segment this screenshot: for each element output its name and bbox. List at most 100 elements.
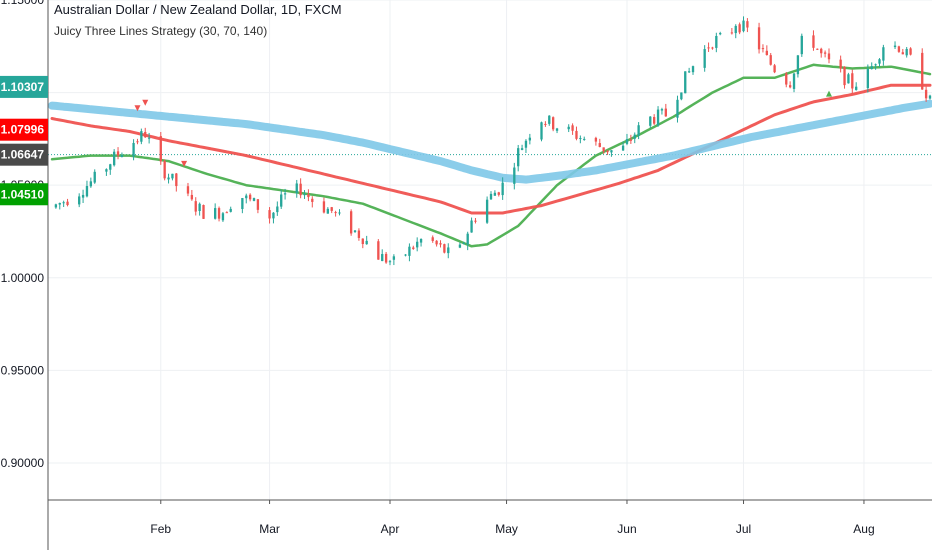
candle-body — [501, 182, 504, 196]
sell-signal-marker — [142, 99, 149, 106]
candle-body — [773, 65, 776, 73]
candle-body — [684, 71, 687, 94]
sell-signal-marker — [181, 160, 188, 167]
candle-body — [377, 241, 380, 260]
candle-body — [116, 151, 120, 156]
candle-body — [687, 71, 691, 73]
candle-body — [93, 171, 96, 183]
candle-body — [485, 199, 489, 223]
candle-body — [252, 198, 256, 201]
candle-body — [408, 246, 411, 256]
candle-body — [412, 247, 415, 249]
candle-body — [602, 147, 605, 152]
candle-body — [147, 137, 151, 139]
candle-body — [384, 253, 388, 263]
candle-body — [163, 161, 166, 179]
candle-body — [649, 116, 652, 126]
candle-body — [893, 45, 897, 48]
y-tick-label: 1.15000 — [1, 0, 45, 7]
candle-body — [823, 52, 827, 54]
candle-body — [625, 139, 629, 144]
candle-body — [245, 195, 248, 199]
candle-body — [800, 35, 803, 55]
price-tag — [0, 118, 48, 141]
candle-body — [338, 212, 341, 214]
candle-body — [443, 244, 446, 253]
candle-body — [866, 68, 870, 89]
candle-body — [769, 55, 772, 65]
candle-body — [517, 148, 520, 167]
y-tick-label: 1.00000 — [1, 271, 45, 285]
candle-body — [610, 150, 613, 153]
candle-body — [629, 139, 633, 141]
candle-body — [878, 59, 881, 64]
candle-body — [851, 73, 854, 89]
candle-body — [132, 142, 135, 157]
candle-body — [598, 143, 601, 147]
x-tick-label: Jun — [617, 522, 636, 536]
candle-body — [579, 138, 582, 140]
candle-body — [897, 46, 901, 52]
x-tick-label: Mar — [259, 522, 280, 536]
candle-body — [439, 243, 442, 245]
candle-body — [928, 95, 932, 99]
candle-body — [820, 48, 823, 54]
candle-body — [136, 141, 139, 143]
price-tag-label: 1.10307 — [1, 80, 45, 94]
candle-body — [78, 196, 81, 205]
candle-body — [909, 48, 912, 55]
candle-body — [431, 237, 434, 241]
candle-body — [435, 240, 438, 245]
candle-body — [680, 92, 683, 100]
candle-body — [637, 125, 640, 136]
candle-body — [404, 254, 407, 256]
candle-body — [653, 117, 656, 124]
candle-body — [761, 48, 765, 50]
candle-body — [256, 199, 260, 210]
price-tag — [0, 143, 48, 166]
candle-body — [882, 47, 885, 61]
candle-body — [843, 66, 846, 86]
candle-body — [621, 145, 625, 151]
candle-body — [489, 193, 493, 200]
candle-body — [707, 47, 710, 49]
price-tag-label: 1.07996 — [1, 123, 45, 137]
candle-body — [528, 137, 532, 141]
x-tick-label: Jul — [736, 522, 751, 536]
candle-body — [571, 125, 574, 131]
indicator-label: Juicy Three Lines Strategy (30, 70, 140) — [54, 24, 268, 38]
candle-body — [742, 20, 745, 32]
candle-body — [785, 73, 788, 85]
candle-body — [112, 151, 116, 166]
candle-body — [272, 212, 275, 219]
candle-body — [874, 64, 877, 66]
candle-body — [109, 164, 112, 170]
candle-body — [711, 47, 714, 49]
candle-body — [664, 108, 667, 117]
candle-body — [676, 99, 679, 118]
candle-body — [58, 202, 61, 205]
candle-body — [497, 192, 500, 195]
price-tag — [0, 183, 48, 206]
candle-body — [159, 136, 162, 162]
candle-body — [295, 183, 298, 194]
candle-body — [447, 247, 450, 254]
ma-line-70 — [50, 83, 932, 215]
candle-body — [62, 202, 65, 204]
candle-body — [299, 183, 302, 196]
candle-body — [283, 193, 287, 195]
candle-body — [606, 150, 609, 153]
candle-body — [303, 194, 306, 196]
candle-body — [594, 137, 598, 142]
x-tick-label: Aug — [853, 522, 874, 536]
candle-body — [470, 220, 473, 233]
candle-body — [466, 233, 469, 245]
candle-body — [89, 181, 93, 187]
candle-body — [85, 186, 89, 197]
candle-body — [276, 206, 279, 213]
candle-body — [757, 27, 761, 50]
candle-body — [120, 155, 124, 157]
candle-body — [738, 24, 741, 33]
chart-title: Australian Dollar / New Zealand Dollar, … — [54, 2, 342, 17]
